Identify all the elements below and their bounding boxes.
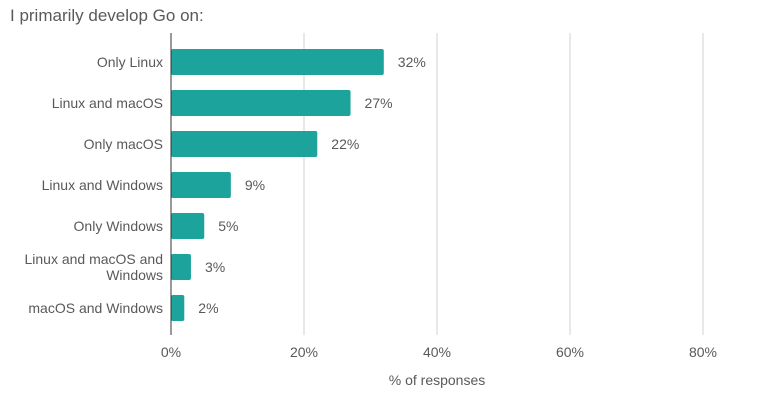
data-label: 27% bbox=[365, 95, 393, 111]
x-tick-label: 0% bbox=[161, 344, 181, 360]
x-tick-label: 80% bbox=[689, 344, 717, 360]
category-label: Only Linux bbox=[97, 54, 163, 70]
bar bbox=[171, 172, 231, 198]
category-label: Only macOS bbox=[84, 136, 163, 152]
x-tick-label: 40% bbox=[423, 344, 451, 360]
chart-title: I primarily develop Go on: bbox=[10, 6, 204, 25]
category-label: Linux and macOS and Windows bbox=[24, 251, 163, 283]
category-label: macOS and Windows bbox=[28, 300, 163, 316]
category-label: Only Windows bbox=[74, 218, 163, 234]
bar bbox=[171, 131, 318, 157]
bar bbox=[171, 90, 351, 116]
bar bbox=[171, 49, 384, 75]
category-label: Linux and macOS bbox=[52, 95, 163, 111]
data-label: 2% bbox=[198, 300, 218, 316]
x-axis-label: % of responses bbox=[389, 372, 486, 388]
data-label: 3% bbox=[205, 259, 225, 275]
bar bbox=[171, 213, 205, 239]
bar bbox=[171, 295, 185, 321]
category-label: Linux and Windows bbox=[42, 177, 163, 193]
x-tick-label: 60% bbox=[556, 344, 584, 360]
data-label: 22% bbox=[331, 136, 359, 152]
data-label: 9% bbox=[245, 177, 265, 193]
data-label: 32% bbox=[398, 54, 426, 70]
data-label: 5% bbox=[218, 218, 238, 234]
x-tick-label: 20% bbox=[290, 344, 318, 360]
bar bbox=[171, 254, 191, 280]
